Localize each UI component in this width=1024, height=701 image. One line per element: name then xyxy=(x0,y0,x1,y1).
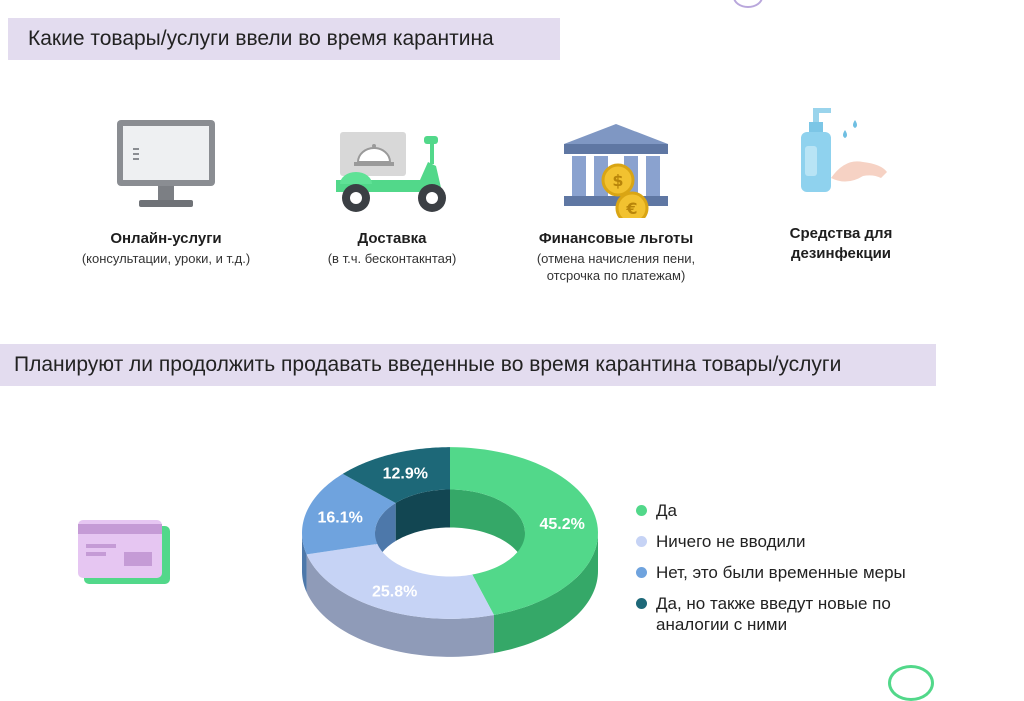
slice xyxy=(302,473,396,555)
legend-item: Да xyxy=(636,500,936,521)
slice-label: 25.8% xyxy=(372,584,417,601)
legend-item: Нет, это были временные меры xyxy=(636,562,936,583)
legend-label: Да xyxy=(656,501,677,520)
monitor-icon xyxy=(117,120,215,207)
slice-label: 16.1% xyxy=(318,509,363,526)
feature-financial-benefits: $ € Финансовые льготы (отмена начисления… xyxy=(506,108,726,284)
legend-label: Ничего не вводили xyxy=(656,532,806,551)
svg-text:$: $ xyxy=(612,171,623,190)
legend-dot xyxy=(636,536,647,547)
chart-legend: Да Ничего не вводили Нет, это были време… xyxy=(636,500,936,645)
slice-label: 12.9% xyxy=(383,466,428,483)
slice xyxy=(450,447,598,615)
slice xyxy=(306,543,494,619)
section-title-continue: Планируют ли продолжить продавать введен… xyxy=(0,344,936,386)
slice-wall xyxy=(302,533,307,593)
slice-label: 45.2% xyxy=(540,516,585,533)
legend-item: Да, но также введут новые по аналогии с … xyxy=(636,593,936,635)
feature-desc: (консультации, уроки, и т.д.) xyxy=(81,251,251,266)
feature-name: Онлайн-услуги xyxy=(110,230,222,247)
legend-dot xyxy=(636,505,647,516)
slice-wall xyxy=(306,554,494,657)
legend-dot xyxy=(636,567,647,578)
feature-disinfectants: Средства для дезинфекции xyxy=(731,104,951,264)
section-title-introduced: Какие товары/услуги ввели во время каран… xyxy=(8,18,560,60)
slice-inner-wall xyxy=(450,489,525,571)
feature-name: Финансовые льготы xyxy=(538,230,694,247)
feature-delivery: Доставка (в т.ч. бесконтакнтая) xyxy=(282,108,502,267)
delivery-scooter-icon xyxy=(336,132,446,212)
donut-chart: 45.2% 25.8% 16.1% 12.9% xyxy=(302,447,598,657)
svg-text:€: € xyxy=(625,199,637,218)
sanitizer-hand-icon xyxy=(801,108,887,192)
feature-online-services: Онлайн-услуги (консультации, уроки, и т.… xyxy=(56,108,276,267)
feature-desc: (в т.ч. бесконтакнтая) xyxy=(327,251,457,266)
slice xyxy=(342,447,450,504)
decor-circle-bottom xyxy=(888,665,934,701)
slice-wall xyxy=(493,533,598,653)
slice-inner-wall xyxy=(395,489,450,542)
bank-coins-icon: $ € xyxy=(564,124,668,218)
legend-item: Ничего не вводили xyxy=(636,531,936,552)
feature-name: Средства для дезинфекции xyxy=(789,225,893,262)
feature-desc: отсрочка по платежам) xyxy=(546,268,686,283)
legend-dot xyxy=(636,598,647,609)
decor-circle-top xyxy=(733,0,763,8)
legend-label: Да, но также введут новые по аналогии с … xyxy=(656,594,891,634)
credit-card-icon xyxy=(78,520,170,584)
feature-name: Доставка xyxy=(357,230,427,247)
legend-label: Нет, это были временные меры xyxy=(656,563,906,582)
feature-desc: (отмена начисления пени, xyxy=(536,251,696,266)
